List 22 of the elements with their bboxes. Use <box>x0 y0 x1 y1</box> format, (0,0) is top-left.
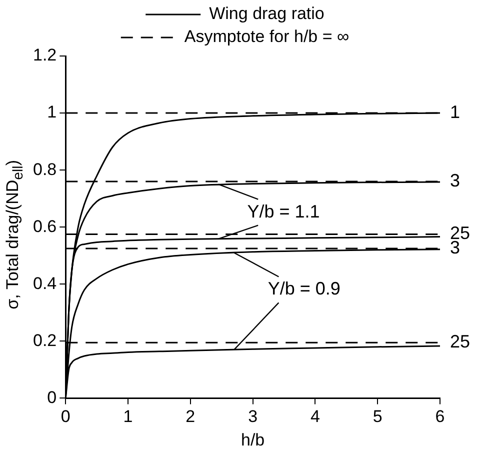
y-tick-label: 1 <box>47 102 57 122</box>
y-tick-label: 0 <box>47 388 57 407</box>
y-tick-label: 0.8 <box>32 160 57 179</box>
x-tick-label: 5 <box>372 407 382 426</box>
legend-label: Wing drag ratio <box>209 4 324 24</box>
annotation: Y/b = 1.1 <box>247 201 320 222</box>
y-tick-label: 0.4 <box>32 274 57 293</box>
annotation: 1 <box>450 102 460 122</box>
x-tick-label: 6 <box>435 407 445 426</box>
x-tick-label: 0 <box>60 407 70 426</box>
y-tick-label: 0.2 <box>32 330 57 350</box>
y-tick-label: 0.6 <box>32 216 57 236</box>
annotation: 3 <box>450 170 460 190</box>
legend-label: Asymptote for h/b = ∞ <box>184 27 350 46</box>
x-tick-label: 3 <box>248 407 258 426</box>
y-tick-label: 1.2 <box>32 46 57 65</box>
x-tick-label: 1 <box>123 407 133 426</box>
annotation: 25 <box>450 332 470 352</box>
x-tick-label: 2 <box>186 407 196 426</box>
x-tick-label: 4 <box>310 407 320 426</box>
annotation: Y/b = 0.9 <box>268 278 340 299</box>
x-axis-title: h/b <box>240 430 265 450</box>
